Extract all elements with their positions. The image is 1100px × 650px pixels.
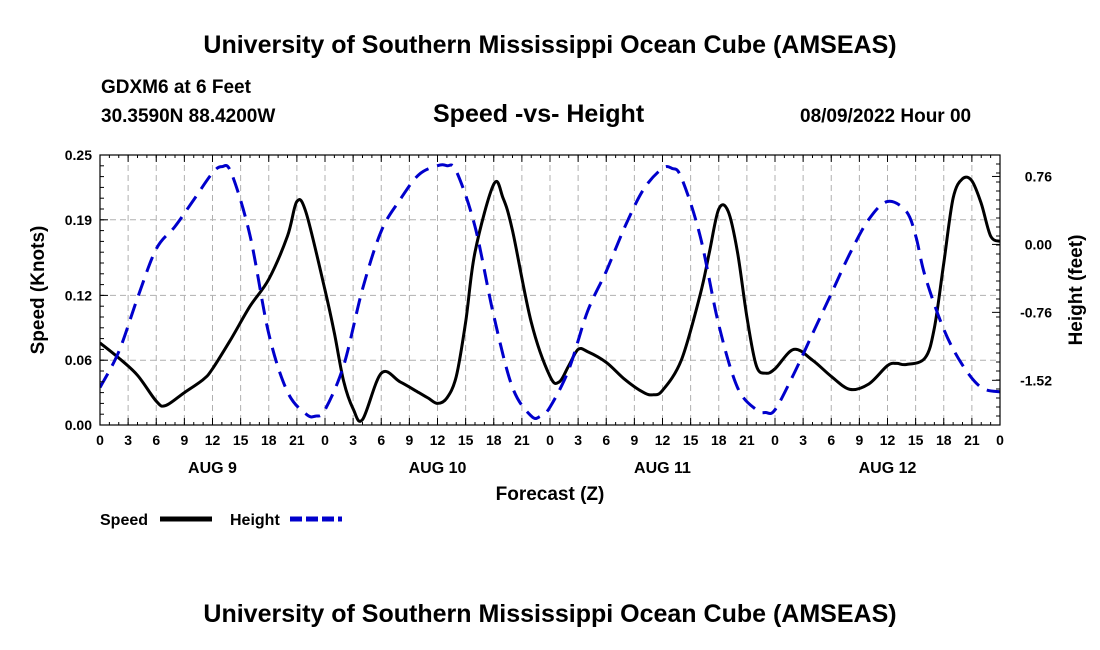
x-axis-title: Forecast (Z) bbox=[496, 484, 605, 505]
x-tick-label: 21 bbox=[739, 432, 755, 448]
x-tick-label: 12 bbox=[655, 432, 671, 448]
main-title: University of Southern Mississippi Ocean… bbox=[203, 31, 897, 59]
day-label: AUG 12 bbox=[859, 460, 917, 477]
x-tick-label: 6 bbox=[827, 432, 835, 448]
axis-labels: 0 3 6 9 12 15 18 21 0 3 6 9 12 15 18 21 0 3 6 9 12 15 18 21 0 3 6 9… bbox=[28, 147, 1087, 505]
x-tick-label: 6 bbox=[602, 432, 610, 448]
y-axis-title: Speed (Knots) bbox=[28, 226, 49, 355]
legend-speed-label: Speed bbox=[100, 512, 148, 529]
x-tick-label: 9 bbox=[180, 432, 188, 448]
day-label: AUG 10 bbox=[409, 460, 467, 477]
x-tick-label: 15 bbox=[683, 432, 699, 448]
grid bbox=[100, 155, 1000, 425]
x-tick-label: 15 bbox=[458, 432, 474, 448]
y-tick-label: 0.25 bbox=[65, 147, 92, 163]
y2-tick-label: -0.76 bbox=[1020, 304, 1052, 320]
x-tick-label: 3 bbox=[124, 432, 132, 448]
x-tick-label: 3 bbox=[349, 432, 357, 448]
y-tick-label: 0.00 bbox=[65, 417, 92, 433]
x-tick-label: 9 bbox=[630, 432, 638, 448]
x-tick-label: 15 bbox=[233, 432, 249, 448]
station-label: GDXM6 at 6 Feet bbox=[101, 77, 251, 98]
coordinates-label: 30.3590N 88.4200W bbox=[101, 106, 276, 127]
x-tick-label: 15 bbox=[908, 432, 924, 448]
y2-tick-label: 0.76 bbox=[1025, 168, 1052, 184]
x-tick-label: 18 bbox=[936, 432, 952, 448]
axes bbox=[99, 154, 1001, 426]
x-tick-label: 12 bbox=[880, 432, 896, 448]
y2-axis-title: Height (feet) bbox=[1066, 235, 1087, 346]
series bbox=[100, 163, 1000, 423]
x-tick-label: 6 bbox=[377, 432, 385, 448]
x-tick-label: 0 bbox=[546, 432, 554, 448]
y2-tick-label: -1.52 bbox=[1020, 372, 1052, 388]
x-tick-label: 0 bbox=[321, 432, 329, 448]
chart-title: Speed -vs- Height bbox=[433, 100, 645, 128]
day-label: AUG 9 bbox=[188, 460, 237, 477]
y-tick-label: 0.06 bbox=[65, 352, 92, 368]
x-tick-label: 3 bbox=[574, 432, 582, 448]
x-tick-label: 0 bbox=[771, 432, 779, 448]
y2-tick-label: 0.00 bbox=[1025, 236, 1052, 252]
x-tick-label: 12 bbox=[430, 432, 446, 448]
x-tick-label: 18 bbox=[486, 432, 502, 448]
x-tick-label: 6 bbox=[152, 432, 160, 448]
x-tick-label: 9 bbox=[855, 432, 863, 448]
x-tick-label: 21 bbox=[964, 432, 980, 448]
y-tick-label: 0.12 bbox=[65, 287, 92, 303]
x-tick-label: 0 bbox=[96, 432, 104, 448]
x-tick-label: 18 bbox=[711, 432, 727, 448]
legend: Speed Height bbox=[100, 512, 342, 529]
x-tick-label: 9 bbox=[405, 432, 413, 448]
legend-height-label: Height bbox=[230, 512, 280, 529]
x-tick-label: 3 bbox=[799, 432, 807, 448]
x-tick-label: 12 bbox=[205, 432, 221, 448]
date-label: 08/09/2022 Hour 00 bbox=[800, 106, 972, 127]
footer-title: University of Southern Mississippi Ocean… bbox=[203, 600, 897, 628]
x-tick-label: 0 bbox=[996, 432, 1004, 448]
plot-frame bbox=[99, 154, 1001, 426]
x-tick-label: 21 bbox=[289, 432, 305, 448]
y-tick-label: 0.19 bbox=[65, 212, 92, 228]
day-label: AUG 11 bbox=[634, 460, 691, 477]
x-tick-label: 18 bbox=[261, 432, 277, 448]
x-tick-label: 21 bbox=[514, 432, 530, 448]
